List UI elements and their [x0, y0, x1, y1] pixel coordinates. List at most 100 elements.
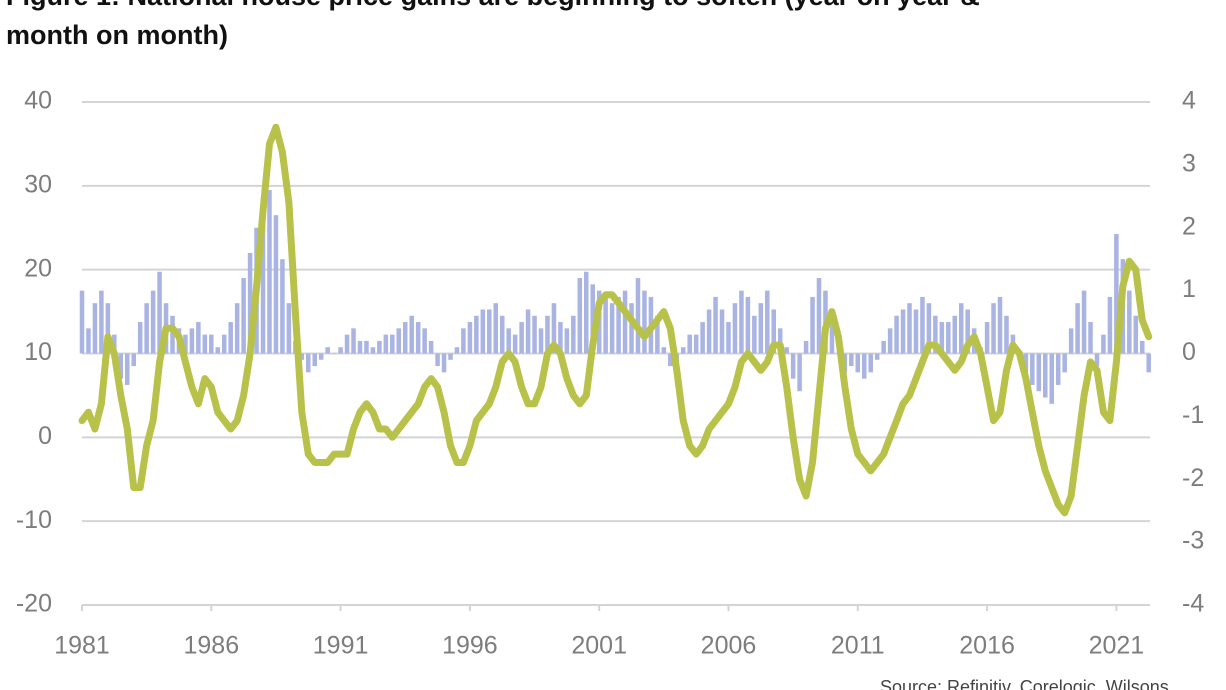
bar — [474, 315, 479, 354]
bar — [1062, 353, 1067, 373]
y2-tick-label: -1 — [1182, 401, 1204, 429]
y2-tick-label: 0 — [1182, 338, 1196, 366]
bar — [105, 303, 111, 354]
bar — [79, 290, 85, 354]
y2-tick-label: 2 — [1182, 212, 1196, 240]
bar — [984, 322, 990, 354]
bar — [99, 290, 104, 354]
bar — [564, 328, 570, 354]
bar — [829, 322, 835, 354]
y2-tick-label: 3 — [1182, 149, 1196, 177]
bar — [435, 353, 440, 367]
bar — [364, 340, 369, 354]
bar — [1101, 334, 1106, 354]
bar — [551, 303, 557, 354]
y-tick-label: -10 — [16, 506, 52, 534]
bar — [913, 309, 919, 354]
bar — [790, 353, 796, 379]
bar — [590, 284, 595, 354]
bar — [803, 340, 809, 354]
bar — [732, 303, 738, 354]
bar — [189, 328, 195, 354]
bar — [1088, 322, 1093, 354]
bar — [461, 328, 466, 354]
bar — [538, 328, 544, 354]
bar — [525, 309, 531, 354]
bar — [144, 303, 149, 354]
bar — [519, 322, 524, 354]
bar — [622, 290, 628, 354]
bar — [137, 322, 143, 354]
bar — [448, 353, 453, 360]
x-tick-label: 2006 — [701, 632, 757, 660]
bar — [1043, 353, 1048, 398]
bar — [939, 322, 945, 354]
x-tick-label: 2011 — [831, 632, 885, 660]
bar — [991, 303, 996, 354]
y2-tick-label: -4 — [1182, 590, 1204, 618]
x-tick-label: 2016 — [959, 632, 1015, 660]
bar — [131, 353, 136, 367]
bar — [900, 309, 906, 354]
bar — [558, 322, 563, 354]
bar — [92, 303, 98, 354]
bar — [1094, 353, 1100, 367]
bar — [344, 334, 350, 354]
bar — [758, 303, 764, 354]
bar — [907, 303, 912, 354]
bar — [202, 334, 208, 354]
bar — [454, 347, 460, 354]
y-tick-label: 0 — [38, 422, 52, 450]
bar — [700, 322, 705, 354]
chart-title-line: Figure 1: National house price gains are… — [6, 0, 980, 11]
bar — [1107, 296, 1113, 354]
bar — [849, 353, 854, 367]
y2-tick-label: 1 — [1182, 275, 1196, 303]
bar — [719, 309, 725, 354]
bar — [215, 347, 221, 354]
bar — [765, 290, 770, 354]
y-tick-label: 40 — [24, 87, 52, 115]
y-tick-label: 30 — [24, 170, 52, 198]
bar — [247, 252, 253, 354]
bar — [512, 334, 518, 354]
x-tick-label: 1996 — [442, 632, 498, 660]
bar — [577, 278, 583, 354]
bar — [1081, 290, 1087, 354]
y2-tick-label: -3 — [1182, 527, 1204, 555]
bar — [480, 309, 486, 354]
bar — [642, 290, 647, 354]
bar — [777, 328, 783, 354]
bar — [318, 353, 324, 360]
bar — [286, 303, 292, 354]
bar — [1114, 234, 1119, 354]
bar — [1139, 340, 1145, 354]
bar — [739, 290, 744, 354]
bar — [609, 303, 615, 354]
bar — [616, 296, 621, 354]
bar — [952, 315, 958, 354]
bar — [687, 334, 692, 354]
bar — [745, 296, 751, 354]
bar — [221, 334, 227, 354]
bar — [228, 322, 233, 354]
bar — [946, 322, 951, 354]
bar — [926, 303, 932, 354]
x-tick-label: 1981 — [54, 632, 110, 660]
bar — [299, 353, 305, 360]
bar — [351, 328, 356, 354]
bar — [965, 309, 970, 354]
bar — [583, 271, 589, 354]
source-note: Source: Refinitiv, Corelogic, Wilsons — [880, 677, 1169, 690]
bar — [338, 347, 343, 354]
bar — [157, 271, 162, 354]
bar — [170, 315, 175, 354]
bar — [1146, 353, 1151, 373]
bar — [933, 315, 938, 354]
line-series — [78, 123, 1153, 517]
bar — [402, 322, 408, 354]
bar — [784, 347, 789, 354]
bar — [422, 328, 427, 354]
